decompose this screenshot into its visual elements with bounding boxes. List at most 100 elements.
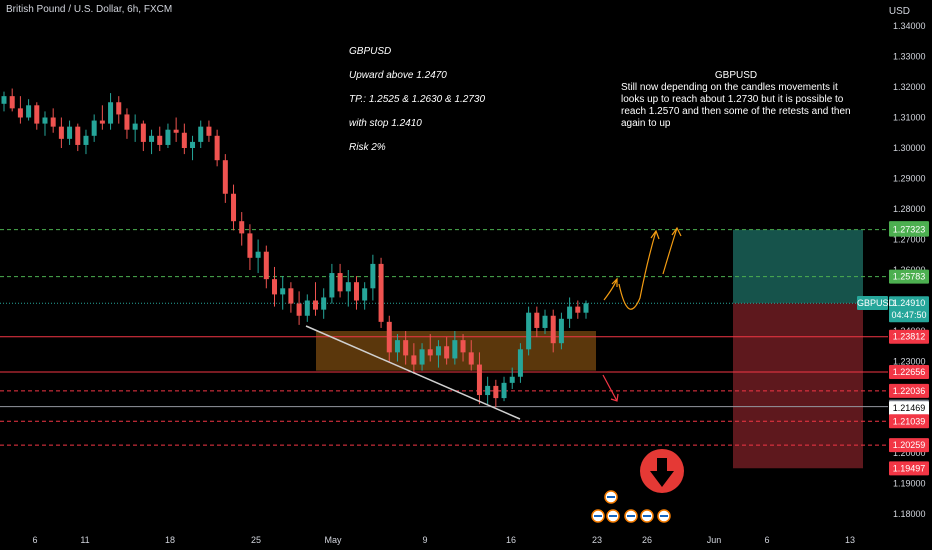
candle-body [222, 160, 228, 194]
symbol-badge: GBPUSD [857, 296, 896, 310]
y-tick-label: 1.18000 [893, 509, 926, 519]
candle-body [124, 114, 130, 130]
candle-body [542, 315, 548, 328]
candle-body [263, 251, 269, 280]
y-tick-label: 1.20000 [893, 448, 926, 458]
price-tag-label: 1.20259 [893, 440, 926, 450]
candle-body [149, 135, 155, 142]
y-tick-label: 1.29000 [893, 174, 926, 184]
candle-body [50, 117, 56, 127]
candle-body [247, 233, 253, 258]
candle-body [526, 312, 532, 350]
note-body: Still now depending on the candles movem… [621, 82, 851, 129]
candle-body [67, 126, 73, 139]
current-price-tag [889, 296, 929, 323]
candle-body [558, 318, 564, 344]
price-tag-label: 1.19497 [893, 463, 926, 473]
y-tick-label: 1.34000 [893, 21, 926, 31]
x-tick-label: 26 [642, 535, 652, 545]
candle-body [501, 382, 507, 399]
note-title: GBPUSD [714, 70, 758, 81]
candle-body [280, 288, 286, 295]
candle-body [108, 102, 114, 124]
note-line: Upward above 1.2470 [349, 70, 447, 81]
x-tick-label: 9 [422, 535, 427, 545]
candle-body [83, 135, 89, 145]
candle-body [411, 355, 417, 365]
event-flag-stripe [627, 515, 635, 517]
currency-label: USD [888, 6, 910, 17]
event-flag-stripe [643, 515, 651, 517]
candle-body [583, 303, 589, 313]
candle-body [272, 279, 278, 295]
candle-body [173, 129, 179, 133]
price-tag-label: 1.21039 [893, 416, 926, 426]
note-line: with stop 1.2410 [349, 118, 422, 129]
candle-body [378, 263, 384, 322]
candle-body [26, 105, 32, 118]
y-tick-label: 1.32000 [893, 82, 926, 92]
down-projection-arrow [602, 374, 619, 402]
candle-body [99, 120, 105, 124]
y-tick-label: 1.19000 [893, 479, 926, 489]
candle-body [427, 349, 433, 356]
trend-line [305, 325, 521, 420]
candle-body [517, 349, 523, 377]
candle-body [493, 385, 499, 399]
price-tag [889, 414, 929, 429]
candle-body [485, 385, 491, 396]
event-flag-stripe [660, 515, 668, 517]
event-flag-stripe [607, 496, 615, 498]
x-tick-label: 6 [32, 535, 37, 545]
candle-body [17, 108, 23, 118]
candle-body [157, 135, 163, 145]
candle-body [165, 129, 171, 145]
candle-body [386, 321, 392, 353]
y-tick-label: 1.23000 [893, 357, 926, 367]
event-flag-stripe [609, 515, 617, 517]
price-tag-label: 1.22036 [893, 386, 926, 396]
x-tick-label: 18 [165, 535, 175, 545]
candle-body [468, 352, 474, 365]
x-tick-label: 6 [764, 535, 769, 545]
candle-body [181, 132, 187, 148]
price-tag [889, 383, 929, 398]
price-tag-label: 1.22656 [893, 367, 926, 377]
price-tag [889, 269, 929, 284]
candle-body [288, 288, 294, 304]
price-tag [889, 329, 929, 344]
candle-body [337, 273, 343, 292]
candle-body [509, 376, 515, 383]
event-flag-stripe [594, 515, 602, 517]
y-tick-label: 1.30000 [893, 143, 926, 153]
candle-body [329, 273, 335, 298]
candle-body [140, 123, 146, 142]
candle-body [132, 123, 138, 130]
candle-body [419, 349, 425, 365]
x-tick-label: Jun [707, 535, 722, 545]
chart-title: British Pound / U.S. Dollar, 6h, FXCM [6, 4, 173, 15]
candle-body [435, 346, 441, 356]
candle-body [239, 221, 245, 234]
trade-note-right: GBPUSD Still now depending on the candle… [621, 70, 851, 130]
candle-body [403, 340, 409, 356]
candle-body [534, 312, 540, 328]
y-tick-label: 1.27000 [893, 235, 926, 245]
candle-body [370, 263, 376, 289]
x-tick-label: 11 [80, 535, 89, 545]
candle-body [575, 306, 581, 313]
candle-body [91, 120, 97, 136]
trade-note-left: GBPUSD Upward above 1.2470 TP.: 1.2525 &… [349, 46, 485, 166]
candle-body [394, 340, 400, 353]
note-line: Risk 2% [349, 142, 386, 153]
candle-body [353, 282, 359, 301]
candle-body [304, 300, 310, 316]
candle-body [296, 303, 302, 316]
projection-path [603, 227, 678, 310]
candle-body [190, 141, 196, 148]
countdown-label: 04:47:50 [891, 310, 926, 320]
current-price-label: 1.24910 [893, 298, 926, 308]
price-tag [889, 364, 929, 379]
candle-body [34, 105, 40, 124]
